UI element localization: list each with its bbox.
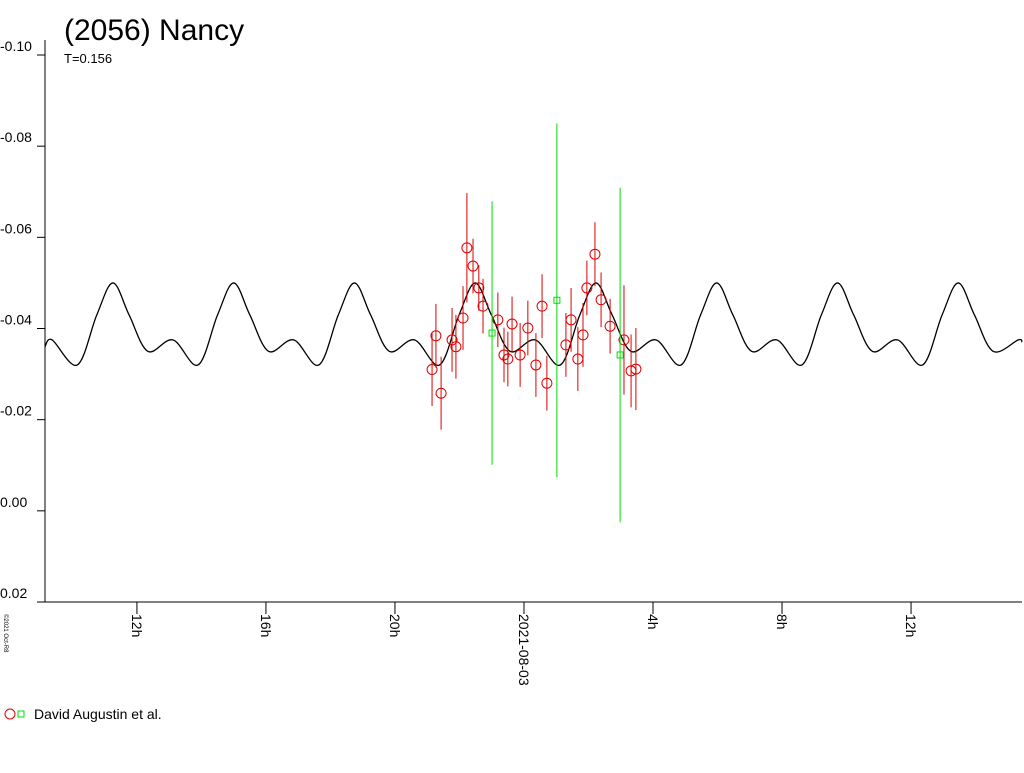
data-point [477, 300, 489, 312]
data-point [498, 349, 510, 361]
data-point [450, 341, 462, 353]
x-tick-label: 12h [903, 614, 919, 637]
data-point [595, 294, 607, 306]
data-point [467, 260, 479, 272]
data-point [492, 314, 504, 326]
data-point [572, 353, 584, 365]
y-tick-label: -0.08 [0, 129, 32, 145]
data-point [565, 314, 577, 326]
data-point [426, 364, 438, 376]
data-point [446, 334, 458, 346]
x-tick-label: 12h [129, 614, 145, 637]
y-tick-label: -0.06 [0, 220, 32, 236]
chart-subtitle: T=0.156 [64, 51, 112, 66]
chart-title: (2056) Nancy [64, 14, 244, 47]
data-point [541, 377, 553, 389]
data-point [457, 312, 469, 324]
data-point [536, 300, 548, 312]
data-point [514, 349, 526, 361]
y-tick-label: 0.00 [0, 494, 27, 510]
legend-marker [4, 708, 16, 720]
data-point [430, 330, 442, 342]
data-point [530, 359, 542, 371]
x-tick-label: 20h [387, 614, 403, 637]
data-point [616, 351, 624, 359]
data-point [604, 320, 616, 332]
legend-label: David Augustin et al. [34, 706, 162, 722]
data-point [560, 339, 572, 351]
y-tick-label: -0.10 [0, 38, 32, 54]
data-point [577, 329, 589, 341]
x-tick-label: 2021-08-03 [516, 614, 532, 686]
x-tick-label: 4h [645, 614, 661, 630]
x-tick-label: 8h [774, 614, 790, 630]
data-point [625, 365, 637, 377]
data-point [435, 387, 447, 399]
data-point [473, 282, 485, 294]
data-point [553, 296, 561, 304]
model-curve [44, 282, 1023, 366]
data-point [461, 242, 473, 254]
data-point [589, 248, 601, 260]
data-point [506, 318, 518, 330]
data-point [522, 322, 534, 334]
y-tick-label: 0.02 [0, 585, 27, 601]
y-tick-label: -0.04 [0, 312, 32, 328]
data-point [488, 329, 496, 337]
data-point [630, 363, 642, 375]
x-tick-label: 16h [258, 614, 274, 637]
credit: ©2021 Oct-R8 [2, 614, 9, 653]
data-point [581, 282, 593, 294]
y-tick-label: -0.02 [0, 403, 32, 419]
legend-marker [17, 710, 25, 718]
data-point [502, 353, 514, 365]
data-point [618, 334, 630, 346]
